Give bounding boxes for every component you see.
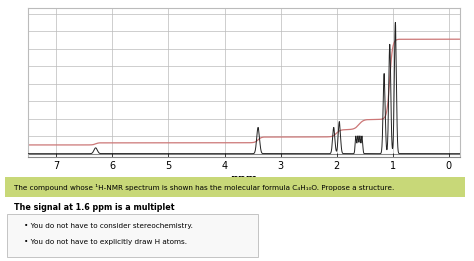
Text: The compound whose ¹H-NMR spectrum is shown has the molecular formula C₄H₁₀O. Pr: The compound whose ¹H-NMR spectrum is sh… <box>14 184 394 191</box>
Text: The signal at 1.6 ppm is a multiplet: The signal at 1.6 ppm is a multiplet <box>14 203 175 212</box>
Text: • You do not have to consider stereochemistry.: • You do not have to consider stereochem… <box>24 223 192 229</box>
X-axis label: ppm: ppm <box>230 174 258 184</box>
Text: • You do not have to explicitly draw H atoms.: • You do not have to explicitly draw H a… <box>24 239 187 245</box>
FancyBboxPatch shape <box>5 177 465 197</box>
FancyBboxPatch shape <box>7 214 258 257</box>
